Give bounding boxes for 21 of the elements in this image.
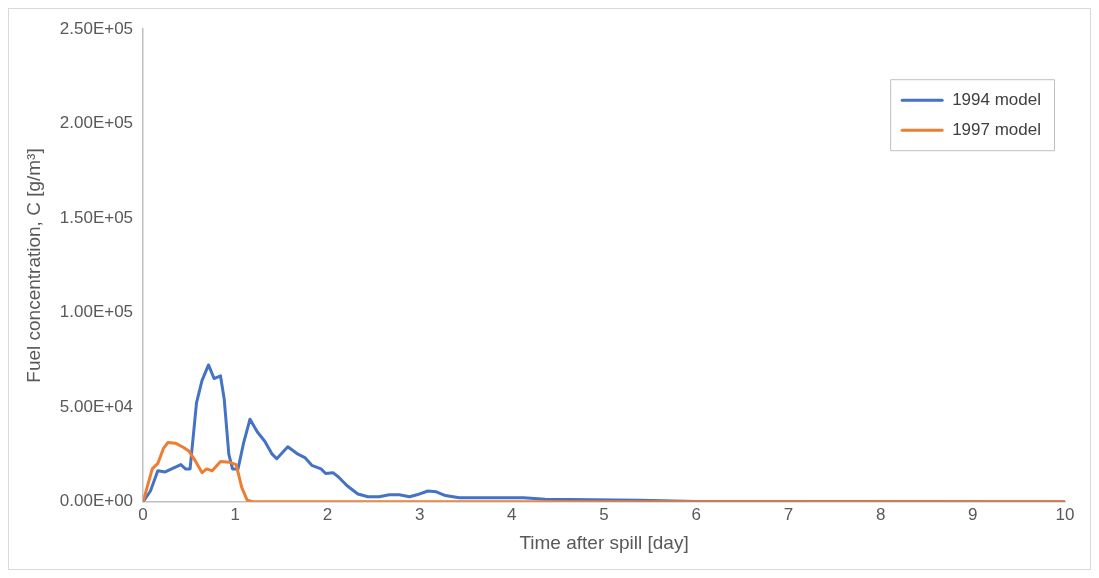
y-tick-label: 0.00E+00 — [59, 491, 134, 511]
y-tick-label: 1.00E+05 — [59, 302, 134, 322]
x-tick-label: 6 — [691, 504, 701, 524]
x-tick-label: 1 — [230, 504, 240, 524]
x-tick-label: 2 — [322, 504, 333, 524]
x-tick-label: 9 — [968, 504, 978, 524]
x-tick-label: 10 — [1055, 504, 1075, 524]
y-tick-label: 2.50E+05 — [59, 18, 134, 38]
x-tick-label: 7 — [783, 504, 794, 524]
legend-label: 1997 model — [952, 119, 1041, 139]
x-tick-label: 8 — [875, 504, 886, 524]
x-axis-title: Time after spill [day] — [519, 531, 689, 553]
x-tick-label: 0 — [138, 504, 148, 524]
legend-label: 1994 model — [952, 89, 1041, 109]
y-tick-label: 1.50E+05 — [59, 207, 134, 227]
x-tick-label: 4 — [507, 504, 517, 524]
y-tick-label: 2.00E+05 — [59, 113, 134, 133]
y-tick-label: 5.00E+04 — [59, 396, 134, 416]
x-tick-label: 5 — [599, 504, 609, 524]
y-axis-title: Fuel concentration, C [g/m³] — [22, 148, 44, 383]
x-tick-label: 3 — [414, 504, 425, 524]
